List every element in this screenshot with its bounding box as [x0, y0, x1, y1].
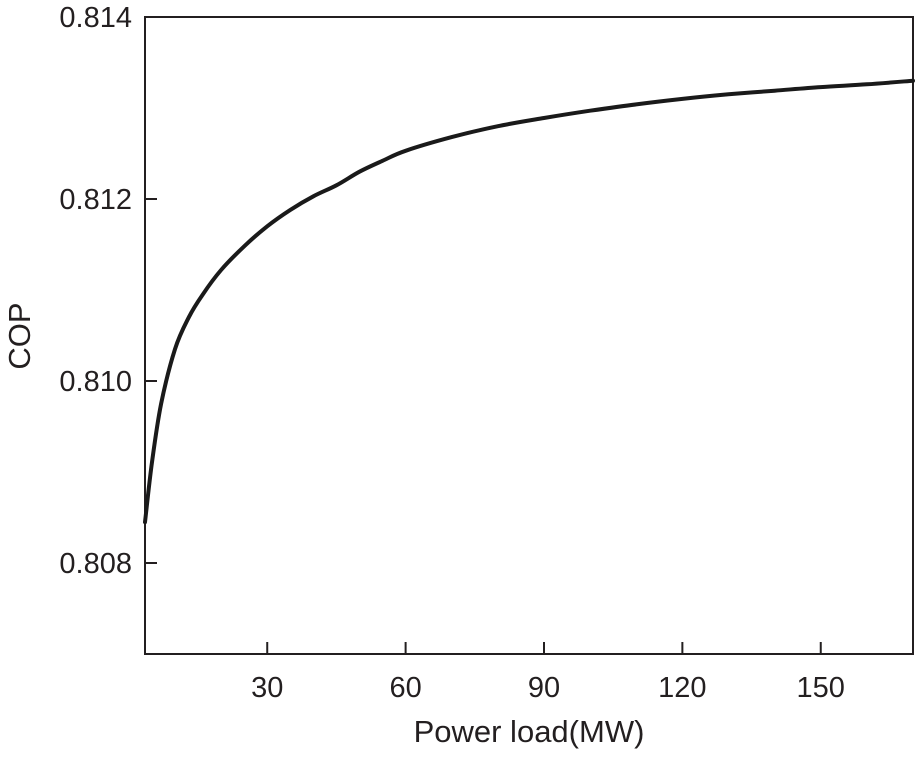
x-tick-label: 60 — [389, 672, 421, 704]
series-layer — [143, 78, 915, 525]
y-tick-label: 0.808 — [59, 548, 132, 580]
x-tick-label: 30 — [251, 672, 283, 704]
y-tick-label: 0.814 — [59, 2, 132, 34]
x-tick-label: 90 — [528, 672, 560, 704]
series-line — [143, 78, 915, 525]
x-axis-ticks: 30 60 90 120 150 — [251, 642, 845, 704]
y-axis-title: COP — [2, 302, 37, 369]
x-tick-label: 150 — [797, 672, 845, 704]
x-tick-label: 120 — [658, 672, 706, 704]
y-tick-label: 0.810 — [59, 366, 132, 398]
y-axis-ticks: 0.808 0.810 0.812 0.814 — [59, 2, 157, 580]
plot-frame — [144, 16, 914, 655]
y-tick-label: 0.812 — [59, 184, 132, 216]
x-axis-title: Power load(MW) — [414, 714, 645, 749]
